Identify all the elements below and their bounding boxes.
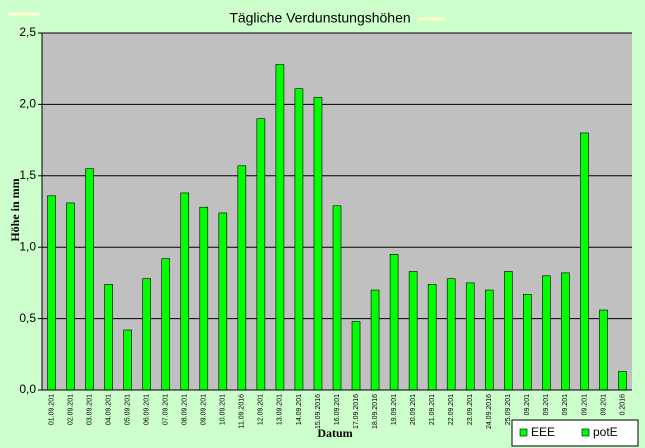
x-tick-label: 09.201 (562, 394, 569, 416)
bar (408, 271, 418, 391)
bar (85, 168, 94, 391)
legend-swatch (519, 428, 528, 437)
bar (427, 284, 437, 391)
bar (180, 192, 190, 391)
x-tick-label: 25.09.201 (505, 394, 512, 425)
bar (503, 271, 513, 391)
x-tick-label: 12.09.201 (258, 394, 265, 425)
x-tick-label: 04.09.201 (105, 394, 112, 425)
x-tick-label: 22.09.201 (448, 394, 455, 425)
legend: EEE potE (511, 419, 639, 447)
bar (237, 165, 247, 391)
x-tick-label: 09.09.201 (201, 394, 208, 425)
x-tick-label: 14.09.201 (296, 394, 303, 425)
x-tick-label: 05.09.201 (124, 394, 131, 425)
legend-box (511, 419, 639, 447)
y-tick-label: 0,0 (19, 382, 36, 396)
bar (104, 284, 113, 391)
bar (332, 205, 342, 391)
x-tick-label: 02.09.201 (67, 394, 74, 425)
bar (294, 88, 304, 391)
x-tick-label: 17.09.2016 (353, 394, 360, 429)
bar (351, 321, 361, 391)
x-tick-label: 21.09.201 (429, 394, 436, 425)
bar (465, 282, 475, 391)
x-axis-label: Datum (317, 426, 352, 440)
x-tick-label: 0.2016 (619, 394, 626, 416)
y-tick-label: 2,5 (19, 25, 36, 39)
x-tick-label: 10.09.201 (220, 394, 227, 425)
x-tick-label: 01.09.201 (48, 394, 55, 425)
x-tick-label: 16.09.201 (334, 394, 341, 425)
x-tick-label: 19.09.201 (391, 394, 398, 425)
bar (161, 258, 171, 391)
x-tick-label: 03.09.201 (86, 394, 93, 425)
x-tick-label: 11.09.2016 (239, 394, 246, 429)
x-tick-label: 09.201 (600, 394, 607, 416)
bar (523, 294, 532, 391)
x-tick-label: 09.201 (543, 394, 550, 416)
bar (599, 309, 608, 391)
y-tick-label: 1,5 (19, 168, 36, 182)
x-tick-label: 07.09.201 (163, 394, 170, 425)
x-tick-label: 15.09.2016 (315, 394, 322, 429)
y-tick-label: 0,5 (19, 311, 36, 325)
x-tick-label: 09.201 (524, 394, 531, 416)
bar (199, 206, 209, 391)
chart-title: Tägliche Verdunstungshöhen (229, 10, 410, 26)
bar (370, 289, 380, 391)
bar (256, 118, 266, 391)
x-tick-label: 18.09.2016 (372, 394, 379, 429)
bar (389, 254, 399, 391)
bar (123, 329, 132, 391)
legend-label: EEE (531, 425, 555, 439)
bar (275, 64, 285, 391)
bar (47, 195, 56, 391)
bar (446, 278, 456, 391)
y-axis-label: Höhe in mm (8, 178, 22, 241)
bar (142, 278, 151, 391)
x-tick-label: 23.09.201 (467, 394, 474, 425)
bar (580, 132, 589, 391)
x-tick-label: 24.09.2016 (486, 394, 493, 429)
bar (218, 212, 228, 391)
bar (66, 202, 75, 391)
y-tick-label: 1,0 (19, 239, 36, 253)
x-tick-label: 20.09.201 (410, 394, 417, 425)
x-tick-label: 06.09.201 (144, 394, 151, 425)
bar (561, 272, 570, 391)
x-tick-label: 08.09.201 (182, 394, 189, 425)
y-tick-label: 2,0 (19, 97, 36, 111)
legend-swatch (581, 428, 590, 437)
bar (313, 96, 323, 391)
bar (618, 371, 627, 391)
x-tick-label: 09.201 (581, 394, 588, 416)
bar (542, 275, 551, 391)
bar (484, 289, 494, 391)
legend-label: potE (593, 425, 618, 439)
x-tick-label: 13.09.201 (277, 394, 284, 425)
